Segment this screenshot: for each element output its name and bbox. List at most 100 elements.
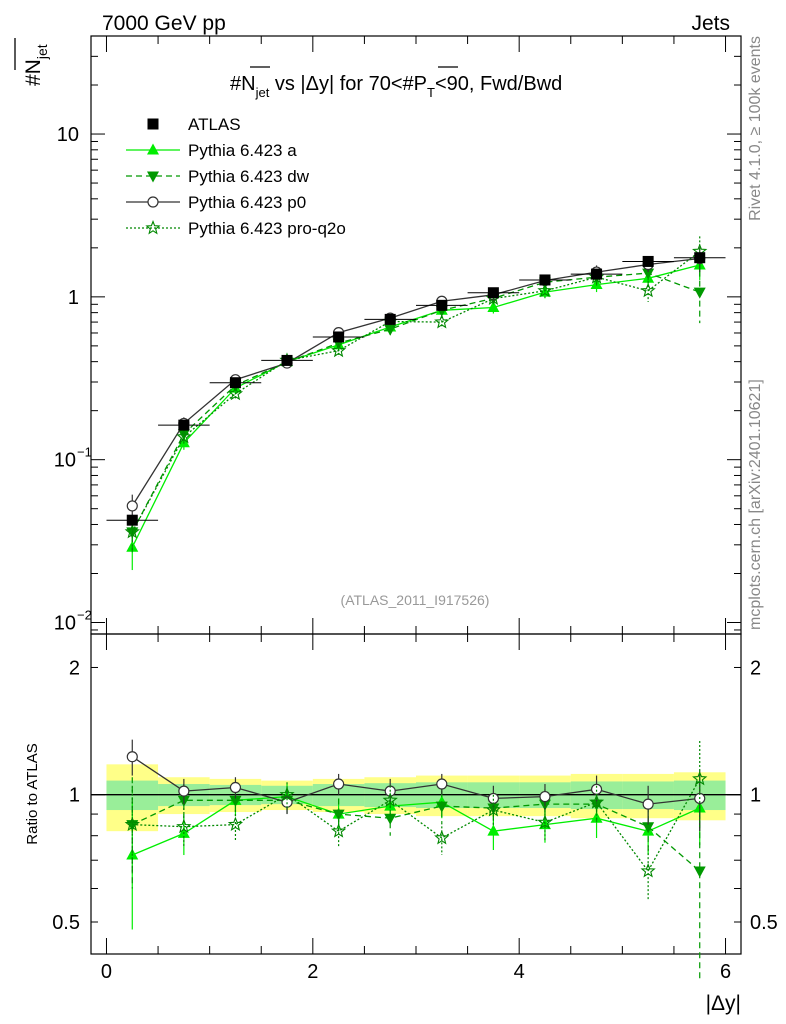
- ratio-line-pythia_a: [132, 795, 700, 856]
- legend-marker-pythia_a: [147, 143, 159, 155]
- ratio-point-pythia_dw: [332, 809, 345, 821]
- main-y-tick-label: 10: [57, 124, 79, 146]
- legend-label-pythia_a: Pythia 6.423 a: [188, 141, 297, 160]
- legend-marker-atlas: [147, 118, 159, 130]
- main-y-tick-exp: −1: [77, 445, 92, 460]
- header-right: Jets: [691, 12, 730, 35]
- main-y-tick-exp: −2: [77, 608, 92, 623]
- main-point-atlas: [384, 313, 396, 325]
- y-label-sub: jet: [34, 44, 50, 60]
- main-point-atlas: [333, 331, 345, 343]
- ratio-point-pythia_q2o: [227, 816, 244, 832]
- main-y-axis-label: #Njet: [22, 44, 50, 86]
- ratio-point-pythia_q2o: [640, 862, 656, 878]
- ratio-point-pythia_q2o: [485, 801, 502, 817]
- ratio-panel: 0.5 0.5 1 1 2 2 Ratio to ATLAS 0 2 4 6 |Δy|: [24, 618, 778, 1015]
- main-line-pythia_a: [131, 264, 700, 548]
- main-point-pythia_q2o: [330, 342, 347, 358]
- mcplots-label: mcplots.cern.ch [arXiv:2401.10621]: [747, 379, 764, 630]
- main-point-pythia_a: [487, 301, 500, 313]
- main-point-atlas: [229, 377, 241, 389]
- legend-marker-pythia_q2o: [145, 219, 161, 235]
- main-point-pythia_q2o: [537, 282, 553, 298]
- main-point-atlas: [487, 287, 499, 299]
- main-point-pythia_q2o: [176, 428, 192, 444]
- title-part: #N: [230, 73, 256, 95]
- main-point-pythia_dw: [642, 268, 655, 280]
- y-label-main: #N: [22, 59, 45, 86]
- main-point-pythia_q2o: [227, 385, 244, 401]
- ratio-y-tick-label-right: 2: [750, 657, 761, 679]
- main-point-pythia_q2o: [434, 314, 450, 329]
- ratio-y-tick-label-right: 0.5: [750, 912, 778, 934]
- main-point-atlas: [591, 268, 603, 280]
- ratio-point-pythia_q2o: [176, 818, 192, 834]
- ratio-point-pythia_q2o: [382, 792, 398, 807]
- main-line-pythia_p0: [131, 257, 700, 507]
- main-point-atlas: [694, 252, 706, 264]
- ratio-point-pythia_dw: [435, 801, 448, 813]
- x-tick-label: 0: [101, 961, 112, 983]
- main-line-pythia_dw: [131, 272, 700, 533]
- legend-marker-pythia_p0: [147, 196, 159, 208]
- main-point-atlas: [178, 419, 190, 431]
- x-tick-label: 4: [514, 961, 525, 983]
- ratio-y-tick-label-right: 1: [750, 785, 761, 807]
- main-point-pythia_p0: [126, 500, 138, 512]
- ratio-point-pythia_q2o: [692, 770, 708, 786]
- title-part: T: [427, 85, 435, 100]
- ratio-point-pythia_p0: [539, 790, 551, 803]
- main-line-pythia_q2o: [131, 250, 701, 533]
- main-point-atlas: [126, 514, 138, 526]
- ratio-point-pythia_p0: [436, 778, 448, 790]
- x-tick-label: 6: [720, 961, 731, 983]
- main-point-pythia_q2o: [640, 282, 656, 298]
- ratio-y-tick-label-left: 1: [69, 785, 80, 807]
- ratio-point-pythia_a: [487, 824, 500, 836]
- x-tick-label: 2: [307, 961, 318, 983]
- main-y-tick-label: 10: [54, 450, 76, 472]
- ratio-point-pythia_p0: [178, 785, 190, 797]
- ratio-point-pythia_q2o: [588, 794, 605, 809]
- main-point-atlas: [281, 354, 293, 366]
- main-point-atlas: [539, 274, 551, 286]
- ratio-point-pythia_q2o: [434, 829, 450, 845]
- ratio-point-pythia_p0: [229, 781, 242, 794]
- ratio-point-pythia_q2o: [124, 816, 140, 832]
- legend-label-atlas: ATLAS: [188, 115, 241, 134]
- main-point-atlas: [642, 255, 654, 267]
- ratio-y-axis-label: Ratio to ATLAS: [24, 743, 41, 844]
- ratio-y-tick-label-left: 2: [69, 657, 80, 679]
- ratio-point-pythia_q2o: [330, 823, 347, 838]
- main-point-atlas: [436, 299, 448, 311]
- legend-label-pythia_p0: Pythia 6.423 p0: [188, 193, 306, 212]
- main-y-tick-label: 1: [68, 287, 79, 309]
- legend-marker-pythia_dw: [147, 171, 159, 183]
- main-point-pythia_q2o: [124, 523, 140, 539]
- ratio-point-pythia_q2o: [537, 814, 553, 829]
- ratio-y-tick-label-left: 0.5: [52, 912, 80, 934]
- ratio-point-pythia_p0: [642, 798, 654, 810]
- ratio-line-pythia_p0: [131, 756, 700, 805]
- title-part: <90, Fwd/Bwd: [435, 73, 562, 95]
- legend-label-pythia_dw: Pythia 6.423 dw: [188, 167, 310, 186]
- main-point-pythia_dw: [693, 287, 706, 299]
- ratio-point-pythia_a: [590, 811, 603, 823]
- header-left: 7000 GeV pp: [102, 12, 226, 35]
- main-y-tick-label: 10: [54, 613, 76, 635]
- ratio-line-pythia_dw: [132, 799, 701, 872]
- main-point-pythia_dw: [384, 324, 397, 336]
- ratio-point-pythia_dw: [229, 795, 242, 807]
- legend-label-pythia_q2o: Pythia 6.423 pro-q2o: [188, 219, 346, 238]
- x-axis-label: |Δy|: [706, 992, 741, 1015]
- title-part: vs |Δy| for 70<#P: [269, 73, 427, 95]
- title-part: jet: [255, 85, 270, 100]
- rivet-label: Rivet 4.1.0, ≥ 100k events: [747, 36, 764, 221]
- analysis-watermark: (ATLAS_2011_I917526): [341, 592, 490, 608]
- ratio-point-pythia_dw: [693, 866, 706, 878]
- ratio-point-pythia_q2o: [279, 786, 295, 802]
- ratio-point-pythia_p0: [333, 778, 345, 790]
- ratio-point-pythia_p0: [126, 751, 138, 763]
